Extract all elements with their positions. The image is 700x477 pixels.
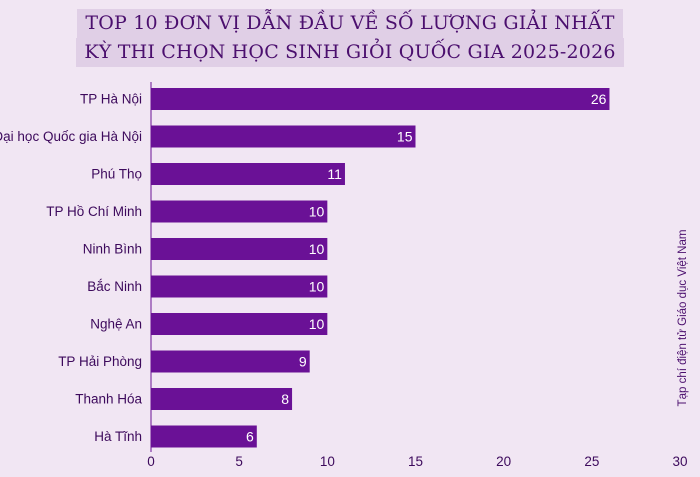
x-tick-label: 5 [235, 454, 243, 469]
chart-title-line-1: TOP 10 ĐƠN VỊ DẪN ĐẦU VỀ SỐ LƯỢNG GIẢI N… [77, 9, 623, 38]
bar-6 [151, 275, 328, 298]
bar-9 [151, 388, 293, 410]
value-label: 15 [397, 129, 413, 145]
chart-title: TOP 10 ĐƠN VỊ DẪN ĐẦU VỀ SỐ LƯỢNG GIẢI N… [0, 9, 700, 67]
category-label: Hà Tĩnh [94, 429, 142, 444]
x-tick-label: 25 [584, 454, 599, 469]
bar-1 [151, 88, 610, 110]
value-label: 10 [309, 316, 325, 332]
x-tick-label: 0 [147, 454, 155, 469]
chart-title-line-2: KỲ THI CHỌN HỌC SINH GIỎI QUỐC GIA 2025-… [76, 38, 624, 67]
category-label: TP Hà Nội [80, 92, 142, 107]
x-tick-label: 15 [408, 454, 423, 469]
x-tick-label: 30 [672, 454, 687, 469]
x-tick-label: 20 [496, 454, 511, 469]
bar-5 [151, 238, 328, 260]
value-label: 9 [299, 354, 307, 370]
bar-2 [151, 125, 416, 148]
source-credit: Tạp chí điện tử Giáo dục Việt Nam [677, 229, 689, 407]
value-label: 10 [309, 279, 325, 295]
value-label: 6 [246, 429, 254, 445]
bar-10 [151, 425, 257, 448]
value-label: 26 [591, 91, 607, 107]
bar-4 [151, 200, 328, 223]
category-label: TP Hải Phòng [58, 354, 142, 369]
category-label: Bắc Ninh [87, 279, 142, 294]
category-label: Đại học Quốc gia Hà Nội [0, 129, 142, 144]
value-label: 10 [309, 241, 325, 257]
value-label: 10 [309, 204, 325, 220]
category-label: Phú Thọ [91, 167, 142, 182]
category-label: Thanh Hóa [75, 392, 142, 407]
value-label: 11 [327, 166, 342, 182]
value-label: 8 [281, 391, 289, 407]
category-label: TP Hồ Chí Minh [46, 204, 142, 219]
x-tick-label: 10 [320, 454, 335, 469]
category-label: Nghệ An [90, 317, 142, 332]
bar-7 [151, 313, 328, 335]
bar-3 [151, 163, 345, 185]
bar-8 [151, 350, 310, 373]
category-label: Ninh Bình [83, 242, 142, 257]
